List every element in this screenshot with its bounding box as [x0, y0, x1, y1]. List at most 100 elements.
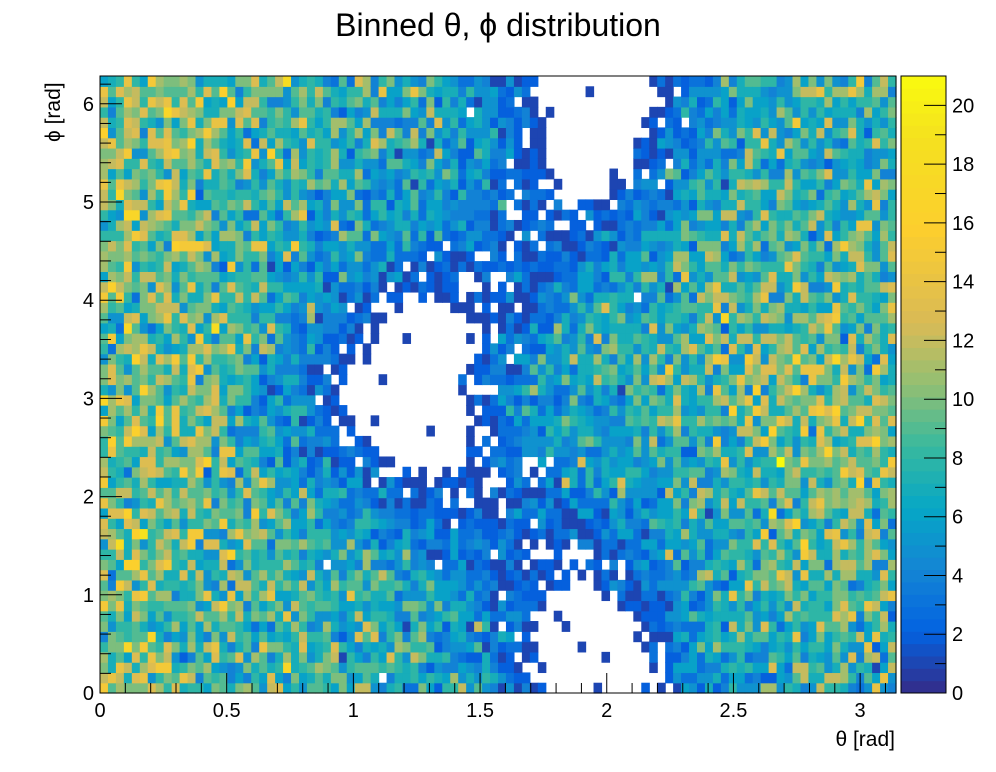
- heatmap-cell: [569, 394, 579, 406]
- heatmap-cell: [657, 281, 666, 293]
- heatmap-cell: [251, 322, 260, 334]
- heatmap-cell: [370, 446, 380, 458]
- heatmap-cell: [426, 600, 435, 612]
- heatmap-cell: [498, 518, 507, 530]
- heatmap-cell: [450, 158, 459, 170]
- heatmap-cell: [235, 281, 244, 293]
- heatmap-cell: [736, 641, 746, 653]
- heatmap-cell: [593, 682, 603, 694]
- heatmap-cell: [139, 137, 149, 149]
- heatmap-cell: [338, 497, 348, 509]
- heatmap-cell: [490, 405, 499, 416]
- heatmap-cell: [689, 662, 698, 674]
- heatmap-cell: [115, 394, 125, 406]
- heatmap-cell: [505, 261, 515, 272]
- heatmap-cell: [505, 651, 515, 663]
- heatmap-cell: [776, 549, 786, 560]
- heatmap-cell: [434, 147, 443, 159]
- heatmap-cell: [752, 363, 762, 375]
- heatmap-cell: [235, 559, 244, 571]
- heatmap-cell: [115, 343, 125, 355]
- heatmap-cell: [537, 291, 547, 303]
- heatmap-cell: [490, 168, 499, 180]
- heatmap-cell: [593, 353, 603, 365]
- heatmap-cell: [163, 538, 173, 550]
- heatmap-cell: [107, 528, 117, 540]
- heatmap-cell: [107, 230, 117, 242]
- heatmap-cell: [139, 641, 149, 653]
- heatmap-cell: [354, 435, 364, 447]
- heatmap-cell: [832, 579, 841, 591]
- heatmap-cell: [681, 662, 690, 674]
- heatmap-cell: [784, 559, 794, 571]
- heatmap-cell: [291, 117, 300, 129]
- heatmap-cell: [466, 425, 475, 437]
- heatmap-cell: [569, 230, 579, 242]
- heatmap-cell: [498, 137, 507, 149]
- heatmap-cell: [434, 538, 443, 550]
- heatmap-cell: [378, 528, 388, 540]
- heatmap-cell: [816, 507, 825, 519]
- heatmap-cell: [776, 353, 786, 365]
- heatmap-cell: [482, 281, 491, 293]
- heatmap-cell: [139, 158, 149, 170]
- heatmap-cell: [752, 487, 762, 499]
- heatmap-cell: [792, 250, 802, 262]
- heatmap-cell: [362, 127, 372, 139]
- heatmap-cell: [123, 631, 133, 643]
- heatmap-cell: [760, 456, 770, 468]
- heatmap-cell: [259, 96, 268, 108]
- heatmap-cell: [824, 86, 833, 98]
- heatmap-cell: [275, 230, 284, 242]
- heatmap-cell: [665, 168, 674, 180]
- heatmap-cell: [442, 137, 451, 149]
- heatmap-cell: [625, 353, 634, 365]
- heatmap-cell: [354, 240, 364, 252]
- heatmap-cell: [569, 343, 579, 355]
- heatmap-cell: [227, 363, 236, 375]
- heatmap-cell: [641, 230, 650, 242]
- heatmap-cell: [712, 158, 722, 170]
- heatmap-cell: [816, 641, 825, 653]
- heatmap-cell: [179, 590, 189, 602]
- heatmap-cell: [450, 641, 459, 653]
- heatmap-cell: [498, 178, 507, 190]
- heatmap-cell: [115, 117, 125, 129]
- heatmap-cell: [689, 322, 698, 334]
- heatmap-cell: [410, 507, 419, 519]
- heatmap-cell: [211, 322, 220, 334]
- heatmap-cell: [203, 497, 213, 509]
- heatmap-cell: [155, 446, 165, 458]
- heatmap-cell: [521, 209, 531, 221]
- heatmap-cell: [633, 518, 642, 530]
- heatmap-cell: [697, 394, 706, 406]
- heatmap-cell: [299, 353, 308, 365]
- heatmap-cell: [426, 178, 435, 190]
- heatmap-cell: [704, 641, 714, 653]
- heatmap-cell: [171, 96, 181, 108]
- heatmap-cell: [100, 302, 109, 314]
- heatmap-cell: [115, 219, 125, 231]
- heatmap-cell: [824, 209, 833, 221]
- heatmap-cell: [498, 672, 507, 684]
- heatmap-cell: [824, 600, 833, 612]
- heatmap-cell: [291, 518, 300, 530]
- heatmap-cell: [283, 76, 292, 87]
- heatmap-cell: [187, 600, 197, 612]
- heatmap-cell: [609, 569, 618, 581]
- heatmap-cell: [370, 86, 380, 98]
- heatmap-cell: [179, 405, 189, 416]
- heatmap-cell: [179, 86, 189, 98]
- heatmap-cell: [386, 209, 396, 221]
- heatmap-cell: [107, 302, 117, 314]
- heatmap-cell: [275, 384, 284, 396]
- heatmap-cell: [306, 147, 316, 159]
- heatmap-cell: [291, 271, 300, 283]
- heatmap-cell: [792, 549, 802, 560]
- heatmap-cell: [251, 477, 260, 488]
- heatmap-cell: [736, 219, 746, 231]
- heatmap-cell: [330, 291, 340, 303]
- heatmap-cell: [163, 446, 173, 458]
- heatmap-cell: [434, 168, 443, 180]
- heatmap-cell: [115, 456, 125, 468]
